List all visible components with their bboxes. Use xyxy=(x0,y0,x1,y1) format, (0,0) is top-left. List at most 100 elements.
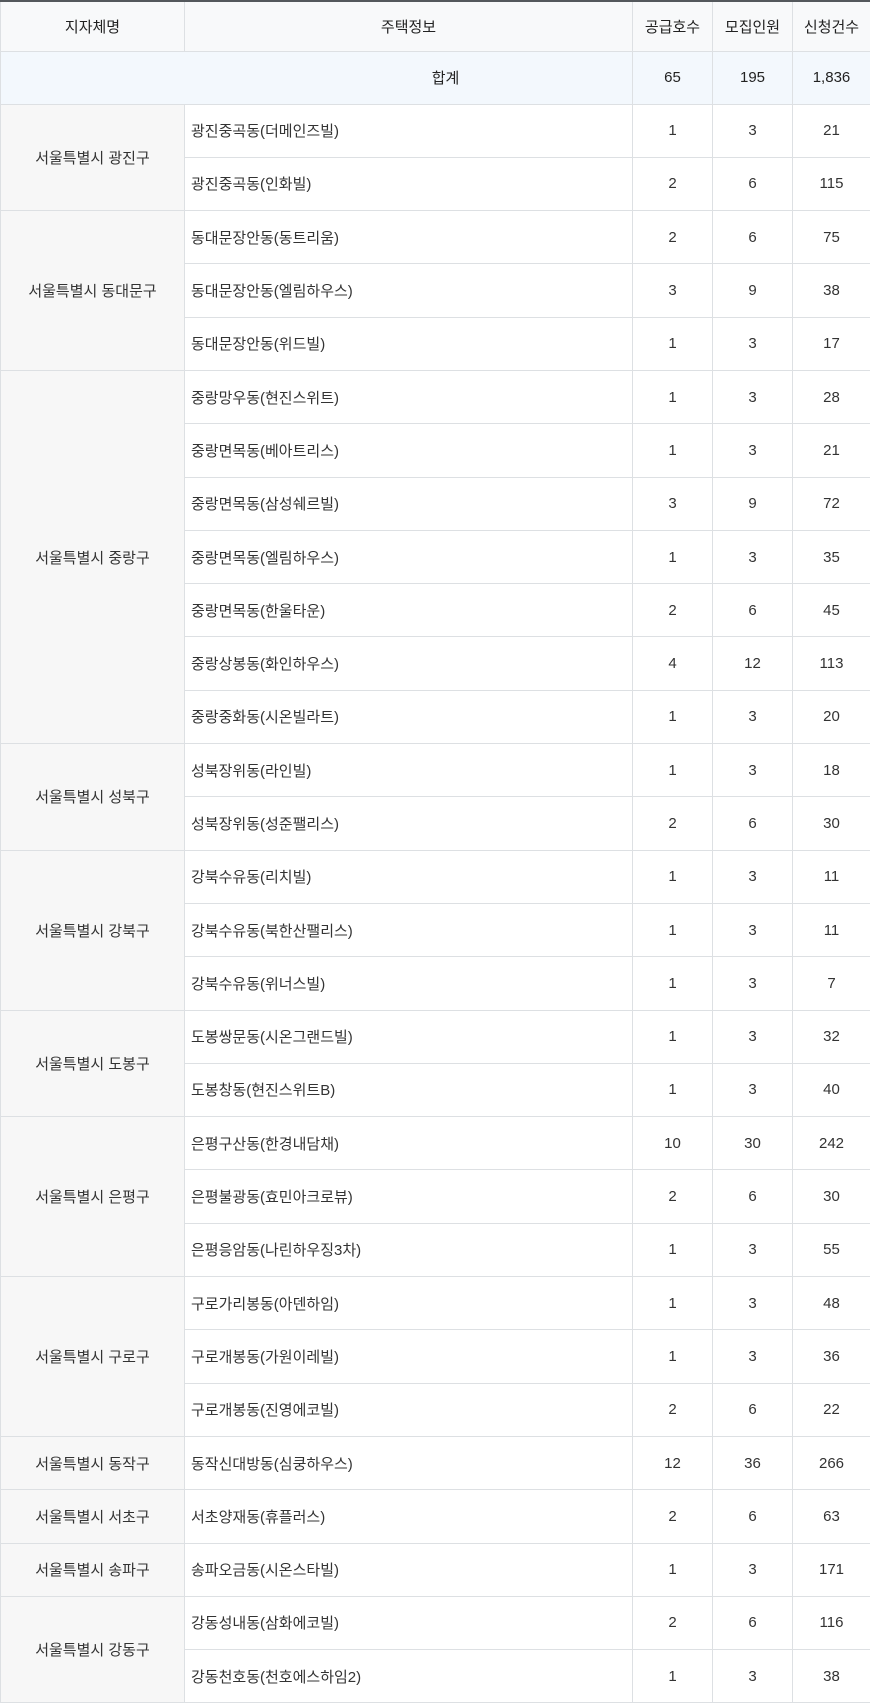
table-row: 서울특별시 동작구 동작신대방동(심쿵하우스) 12 36 266 xyxy=(0,1435,870,1491)
housing-info-cell: 동작신대방동(심쿵하우스) xyxy=(184,1435,633,1491)
recruit-count-cell: 3 xyxy=(712,1062,793,1118)
housing-info-cell: 동대문장안동(엘림하우스) xyxy=(184,263,633,318)
table-row: 서울특별시 중랑구 중랑망우동(현진스위트) 1 3 28 xyxy=(0,369,870,745)
application-count-cell: 115 xyxy=(792,156,870,212)
housing-info-cell: 구로개봉동(진영에코빌) xyxy=(184,1382,633,1437)
supply-units-cell: 1 xyxy=(632,1649,713,1703)
application-count-cell: 11 xyxy=(792,902,870,958)
district-cell: 서울특별시 송파구 xyxy=(0,1542,185,1597)
table-row: 중랑중화동(시온빌라트) 1 3 20 xyxy=(1,689,870,745)
table-row: 성북장위동(성준팰리스) 2 6 30 xyxy=(1,796,870,851)
supply-units-cell: 1 xyxy=(632,529,713,585)
supply-units-cell: 1 xyxy=(632,1542,713,1597)
table-row: 동대문장안동(엘림하우스) 3 9 38 xyxy=(1,263,870,318)
column-header-recruit-count: 모집인원 xyxy=(712,0,793,52)
housing-info-cell: 성북장위동(라인빌) xyxy=(184,743,633,798)
supply-units-cell: 2 xyxy=(632,1382,713,1437)
district-cell: 서울특별시 동작구 xyxy=(0,1435,185,1491)
supply-units-cell: 1 xyxy=(632,423,713,478)
supply-units-cell: 4 xyxy=(632,636,713,691)
housing-info-cell: 중랑면목동(베아트리스) xyxy=(184,423,633,478)
district-cell: 서울특별시 강동구 xyxy=(0,1595,185,1703)
table-row: 중랑면목동(엘림하우스) 1 3 35 xyxy=(1,529,870,585)
district-cell: 서울특별시 서초구 xyxy=(0,1489,185,1544)
total-application-count: 1,836 xyxy=(792,50,870,105)
table-row: 서울특별시 광진구 광진중곡동(더메인즈빌) 1 3 21 xyxy=(0,103,870,212)
application-count-cell: 30 xyxy=(792,1169,870,1224)
total-row: 합계 65 195 1,836 xyxy=(0,50,870,105)
district-cell: 서울특별시 동대문구 xyxy=(0,210,185,371)
recruit-count-cell: 3 xyxy=(712,849,793,904)
housing-info-cell: 중랑망우동(현진스위트) xyxy=(184,369,633,425)
recruit-count-cell: 6 xyxy=(712,1595,793,1651)
recruit-count-cell: 3 xyxy=(712,1222,793,1278)
district-cell: 서울특별시 광진구 xyxy=(0,103,185,212)
supply-units-cell: 2 xyxy=(632,1595,713,1651)
recruit-count-cell: 3 xyxy=(712,743,793,798)
table-row: 동대문장안동(위드빌) 1 3 17 xyxy=(1,316,870,371)
housing-info-cell: 강동천호동(천호에스하임2) xyxy=(184,1649,633,1703)
supply-units-cell: 3 xyxy=(632,476,713,531)
total-label: 합계 xyxy=(0,50,633,105)
application-count-cell: 28 xyxy=(792,369,870,425)
column-header-district: 지자체명 xyxy=(0,0,185,52)
table-row: 중랑면목동(베아트리스) 1 3 21 xyxy=(1,423,870,478)
column-header-supply-units: 공급호수 xyxy=(632,0,713,52)
application-count-cell: 38 xyxy=(792,263,870,318)
housing-info-cell: 서초양재동(휴플러스) xyxy=(184,1489,633,1544)
total-supply-units: 65 xyxy=(632,50,713,105)
application-count-cell: 22 xyxy=(792,1382,870,1437)
housing-info-cell: 은평불광동(효민아크로뷰) xyxy=(184,1169,633,1224)
housing-info-cell: 동대문장안동(위드빌) xyxy=(184,316,633,371)
supply-units-cell: 1 xyxy=(632,689,713,745)
supply-units-cell: 1 xyxy=(632,902,713,958)
application-count-cell: 171 xyxy=(792,1542,870,1597)
recruit-count-cell: 3 xyxy=(712,689,793,745)
housing-info-cell: 송파오금동(시온스타빌) xyxy=(184,1542,633,1597)
recruit-count-cell: 3 xyxy=(712,529,793,585)
recruit-count-cell: 6 xyxy=(712,1489,793,1544)
recruit-count-cell: 6 xyxy=(712,210,793,265)
supply-units-cell: 2 xyxy=(632,1489,713,1544)
district-cell: 서울특별시 은평구 xyxy=(0,1116,185,1278)
recruit-count-cell: 6 xyxy=(712,156,793,212)
housing-info-cell: 광진중곡동(인화빌) xyxy=(184,156,633,212)
total-recruit-count: 195 xyxy=(712,50,793,105)
recruit-count-cell: 3 xyxy=(712,103,793,158)
table-row: 서울특별시 동대문구 동대문장안동(동트리움) 2 6 75 xyxy=(0,210,870,371)
table-header: 지자체명 주택정보 공급호수 모집인원 신청건수 합계 65 195 1,836 xyxy=(0,0,870,105)
district-cell: 서울특별시 도봉구 xyxy=(0,1009,185,1118)
application-count-cell: 40 xyxy=(792,1062,870,1118)
table-body: 서울특별시 광진구 광진중곡동(더메인즈빌) 1 3 21 광진중곡동(인화빌) 2 6 115… xyxy=(0,103,870,1703)
recruit-count-cell: 6 xyxy=(712,796,793,851)
recruit-count-cell: 9 xyxy=(712,263,793,318)
application-count-cell: 21 xyxy=(792,423,870,478)
recruit-count-cell: 36 xyxy=(712,1435,793,1491)
application-count-cell: 266 xyxy=(792,1435,870,1491)
application-count-cell: 75 xyxy=(792,210,870,265)
recruit-count-cell: 9 xyxy=(712,476,793,531)
recruit-count-cell: 3 xyxy=(712,316,793,371)
application-count-cell: 11 xyxy=(792,849,870,904)
application-count-cell: 7 xyxy=(792,956,870,1011)
district-cell: 서울특별시 구로구 xyxy=(0,1276,185,1437)
header-row: 지자체명 주택정보 공급호수 모집인원 신청건수 xyxy=(0,0,870,52)
supply-units-cell: 1 xyxy=(632,1009,713,1064)
housing-info-cell: 중랑상봉동(화인하우스) xyxy=(184,636,633,691)
recruit-count-cell: 3 xyxy=(712,1649,793,1703)
supply-units-cell: 2 xyxy=(632,156,713,212)
table-row: 서울특별시 구로구 구로가리봉동(아덴하임) 1 3 48 xyxy=(0,1276,870,1437)
application-count-cell: 63 xyxy=(792,1489,870,1544)
district-cell: 서울특별시 중랑구 xyxy=(0,369,185,745)
housing-info-cell: 광진중곡동(더메인즈빌) xyxy=(184,103,633,158)
recruit-count-cell: 3 xyxy=(712,1276,793,1331)
application-count-cell: 17 xyxy=(792,316,870,371)
application-count-cell: 55 xyxy=(792,1222,870,1278)
column-header-application-count: 신청건수 xyxy=(792,0,870,52)
table-row: 강동천호동(천호에스하임2) 1 3 38 xyxy=(1,1649,870,1703)
application-count-cell: 45 xyxy=(792,583,870,638)
table-row: 중랑상봉동(화인하우스) 4 12 113 xyxy=(1,636,870,691)
supply-units-cell: 1 xyxy=(632,369,713,425)
table-row: 중랑면목동(삼성쉐르빌) 3 9 72 xyxy=(1,476,870,531)
recruit-count-cell: 3 xyxy=(712,369,793,425)
